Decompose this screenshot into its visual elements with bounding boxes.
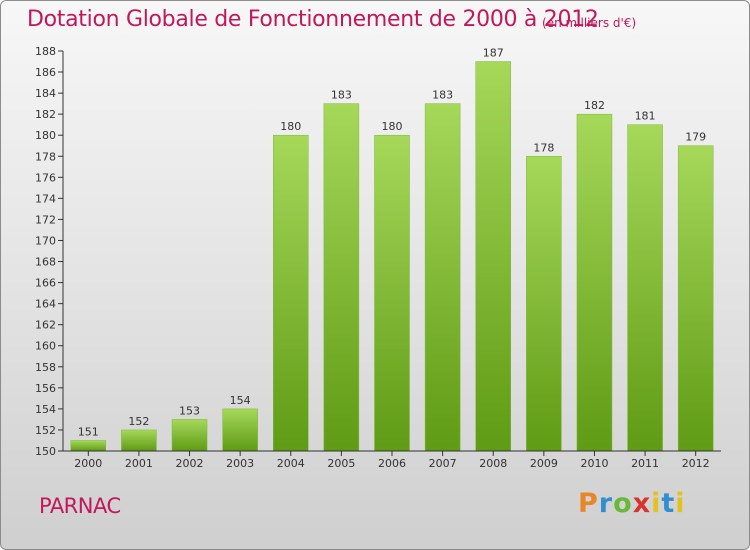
logo-letter: P bbox=[578, 488, 599, 519]
x-tick-label: 2003 bbox=[226, 457, 254, 470]
x-tick-label: 2002 bbox=[176, 457, 204, 470]
bar bbox=[576, 113, 613, 452]
bar bbox=[323, 103, 360, 452]
y-tick-label: 172 bbox=[35, 213, 56, 226]
y-tick-label: 188 bbox=[35, 45, 56, 58]
y-tick-label: 174 bbox=[35, 192, 56, 205]
y-tick-label: 178 bbox=[35, 150, 56, 163]
y-tick-label: 160 bbox=[35, 340, 56, 353]
bar-value-label: 179 bbox=[685, 131, 706, 144]
x-tick-label: 2001 bbox=[125, 457, 153, 470]
bar bbox=[121, 429, 157, 452]
y-tick-label: 154 bbox=[35, 403, 56, 416]
y-tick-label: 156 bbox=[35, 382, 56, 395]
y-tick-label: 176 bbox=[35, 171, 56, 184]
bar bbox=[374, 134, 410, 452]
bar-value-label: 178 bbox=[533, 141, 554, 154]
x-tick-label: 2009 bbox=[530, 457, 558, 470]
logo-letter: o bbox=[613, 488, 633, 519]
x-axis: 2000 2001 2002 2003 2004 2005 2006 2007 2008 2009… bbox=[63, 450, 721, 470]
logo-letter: i bbox=[651, 488, 662, 519]
bar bbox=[171, 419, 208, 452]
x-tick-label: 2004 bbox=[277, 457, 305, 470]
commune-name: PARNAC bbox=[39, 494, 121, 518]
bar-value-label: 183 bbox=[331, 89, 352, 102]
y-tick-label: 170 bbox=[35, 234, 56, 247]
y-tick-label: 186 bbox=[35, 66, 56, 79]
y-tick-label: 166 bbox=[35, 277, 56, 290]
x-tick-label: 2007 bbox=[429, 457, 457, 470]
y-tick-label: 150 bbox=[35, 445, 56, 458]
y-axis: 150 152 154 156 158 160 162 164 166 168 170 172 174 1… bbox=[35, 45, 64, 458]
bar-value-label: 183 bbox=[432, 89, 453, 102]
x-tick-label: 2011 bbox=[631, 457, 659, 470]
y-tick-label: 182 bbox=[35, 108, 56, 121]
bar bbox=[424, 103, 461, 452]
x-tick-label: 2006 bbox=[378, 457, 406, 470]
bar-value-label: 181 bbox=[635, 110, 656, 123]
y-tick-label: 158 bbox=[35, 361, 56, 374]
bar bbox=[70, 440, 107, 452]
x-tick-label: 2010 bbox=[580, 457, 608, 470]
bar bbox=[222, 408, 258, 452]
x-tick-label: 2012 bbox=[682, 457, 710, 470]
x-tick-label: 2005 bbox=[327, 457, 355, 470]
y-tick-label: 162 bbox=[35, 319, 56, 332]
y-tick-label: 184 bbox=[35, 87, 56, 100]
x-tick-label: 2008 bbox=[479, 457, 507, 470]
bar-value-label: 151 bbox=[78, 425, 99, 438]
bar bbox=[273, 134, 309, 452]
logo-letter: i bbox=[675, 488, 686, 519]
bar bbox=[627, 124, 663, 452]
unit-note: (en milliers d'€) bbox=[542, 16, 637, 30]
chart-title: Dotation Globale de Fonctionnement de 20… bbox=[27, 7, 599, 32]
bar-value-label: 187 bbox=[483, 47, 504, 60]
bar bbox=[677, 145, 714, 452]
bar-value-label: 154 bbox=[230, 394, 251, 407]
y-tick-label: 164 bbox=[35, 298, 56, 311]
y-tick-label: 152 bbox=[35, 424, 56, 437]
bar-value-label: 180 bbox=[280, 120, 301, 133]
bar bbox=[526, 156, 562, 452]
bar-value-label: 182 bbox=[584, 99, 605, 112]
y-tick-label: 168 bbox=[35, 256, 56, 269]
y-tick-label: 180 bbox=[35, 129, 56, 142]
bar bbox=[475, 61, 511, 452]
logo-letter: x bbox=[632, 488, 652, 519]
logo-letter: r bbox=[598, 488, 614, 519]
logo-letter: t bbox=[661, 488, 676, 519]
bar-value-label: 153 bbox=[179, 404, 200, 417]
bar-value-label: 180 bbox=[382, 120, 403, 133]
bars: 151 152 153 154 180 183 180 183 187 178 182 181 179 bbox=[70, 47, 714, 452]
proxiti-logo: Proxiti bbox=[578, 488, 686, 519]
x-tick-label: 2000 bbox=[74, 457, 102, 470]
bar-value-label: 152 bbox=[128, 415, 149, 428]
